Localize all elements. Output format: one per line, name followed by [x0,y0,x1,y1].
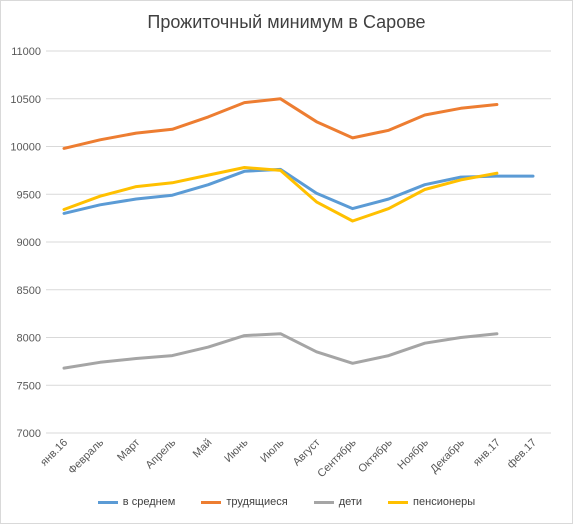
series-line-0 [62,167,535,215]
series-line-3 [62,166,499,223]
y-tick-label: 11000 [11,46,41,58]
y-tick-label: 8000 [17,333,41,345]
y-tick-label: 10000 [10,142,41,154]
x-tick-label: фев.17 [505,437,539,471]
x-tick-label: Июль [258,436,287,465]
legend-item-3: пенсионеры [388,496,475,508]
y-tick-label: 9500 [17,189,41,201]
x-tick-label: янв.17 [471,437,503,469]
x-tick-label: Март [115,437,142,464]
legend-label: дети [338,496,363,508]
legend-swatch [313,500,334,504]
x-tick-label: Октябрь [356,436,395,475]
legend-swatch [388,500,409,504]
x-tick-label: Август [291,437,323,469]
x-tick-label: Сентябрь [315,436,359,480]
x-tick-label: Ноябрь [395,436,431,472]
x-tick-label: янв.16 [38,437,70,469]
x-tick-label: Июнь [222,436,250,464]
y-tick-label: 7000 [17,428,41,440]
y-axis-tick-labels: 7000 7500 8000 8500 9000 9500 10000 10500 11000 [10,46,41,440]
legend-swatch [201,500,222,504]
x-tick-label: Декабрь [428,436,467,475]
x-tick-label: Февраль [66,436,106,476]
legend-item-1: трудящиеся [201,496,288,508]
y-tick-label: 8500 [17,285,41,297]
legend-label: пенсионеры [413,496,476,508]
legend-label: в среднем [122,496,176,508]
legend-item-0: в среднем [97,496,176,508]
x-tick-label: Май [191,437,215,461]
series-lines [62,97,535,370]
series-line-2 [62,332,499,370]
y-tick-label: 9000 [17,237,41,249]
legend-swatch [97,500,118,504]
chart-legend: в среднем трудящиеся дети пенсионеры [0,496,573,508]
y-tick-label: 7500 [17,380,41,392]
grid-lines [46,50,551,434]
y-tick-label: 10500 [10,94,41,106]
series-line-1 [62,97,499,150]
x-tick-label: Апрель [143,436,178,471]
chart-title: Прожиточный минимум в Сарове [147,12,426,32]
legend-item-2: дети [313,496,363,508]
legend-label: трудящиеся [226,496,288,508]
